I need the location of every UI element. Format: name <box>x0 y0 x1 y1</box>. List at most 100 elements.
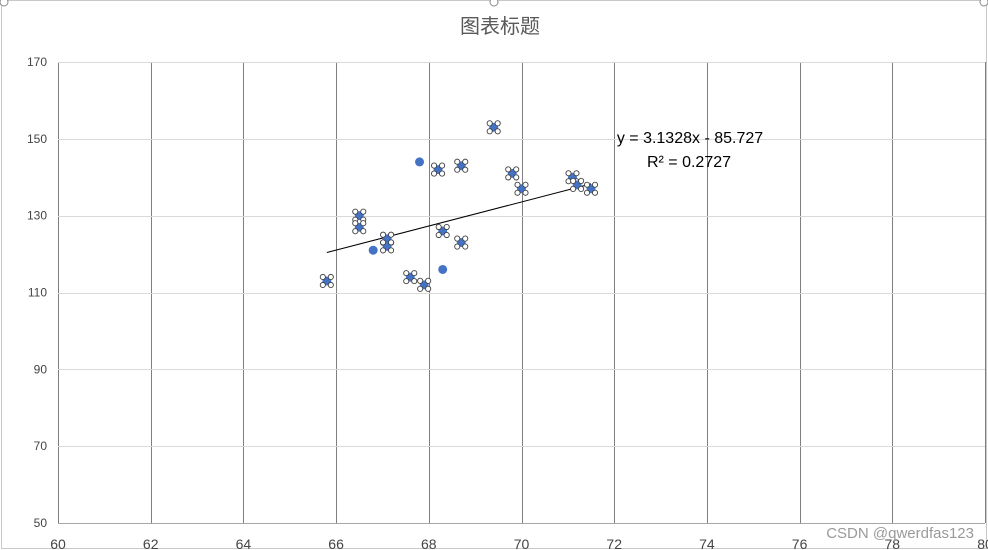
selection-handle[interactable] <box>425 277 432 284</box>
selection-handle[interactable] <box>565 170 572 177</box>
x-tick-label: 62 <box>143 536 159 550</box>
selection-handle[interactable] <box>360 208 367 215</box>
selection-handle[interactable] <box>573 170 580 177</box>
data-point[interactable] <box>438 264 448 274</box>
x-tick-label: 80 <box>977 536 988 550</box>
selection-handle[interactable] <box>570 185 577 192</box>
selection-handle[interactable] <box>431 162 438 169</box>
resize-handle-top-center[interactable] <box>489 0 499 7</box>
selection-handle[interactable] <box>578 177 585 184</box>
selection-handle[interactable] <box>380 231 387 238</box>
selection-handle[interactable] <box>454 235 461 242</box>
selection-handle[interactable] <box>403 270 410 277</box>
data-point[interactable] <box>583 181 599 196</box>
chart-title[interactable]: 图表标题 <box>460 14 540 38</box>
trendline-line[interactable] <box>326 183 592 253</box>
data-point[interactable] <box>380 239 395 254</box>
y-tick-label: 130 <box>27 209 47 223</box>
resize-handle-top-left[interactable] <box>0 0 9 7</box>
selection-handle[interactable] <box>327 273 334 281</box>
selection-handle[interactable] <box>435 223 442 231</box>
selection-handle[interactable] <box>360 220 367 227</box>
y-tick-label: 50 <box>34 516 48 530</box>
data-point-marker[interactable] <box>415 157 425 167</box>
data-point[interactable] <box>431 162 446 177</box>
data-point[interactable] <box>570 177 585 192</box>
selection-handle[interactable] <box>417 277 424 284</box>
selection-handle[interactable] <box>443 231 450 239</box>
selection-handle[interactable] <box>435 231 442 239</box>
selection-handle[interactable] <box>462 166 469 173</box>
selection-handle[interactable] <box>583 181 591 188</box>
data-point[interactable] <box>319 273 334 289</box>
selection-handle[interactable] <box>505 174 512 181</box>
data-point[interactable] <box>505 166 520 181</box>
data-point[interactable] <box>403 270 418 285</box>
selection-handle[interactable] <box>522 189 529 196</box>
selection-handle[interactable] <box>403 278 410 285</box>
selection-handle[interactable] <box>578 185 585 192</box>
selection-handle[interactable] <box>454 158 461 165</box>
selection-handle[interactable] <box>388 231 395 238</box>
selection-handle[interactable] <box>388 247 395 254</box>
selection-handle[interactable] <box>462 243 469 250</box>
selection-handle[interactable] <box>486 128 493 135</box>
data-points[interactable] <box>319 120 599 292</box>
selection-handle[interactable] <box>570 177 577 184</box>
selection-handle[interactable] <box>431 170 438 177</box>
selection-handle[interactable] <box>360 228 367 235</box>
selection-handle[interactable] <box>352 208 359 215</box>
selection-handle[interactable] <box>417 285 424 292</box>
selection-handle[interactable] <box>327 281 334 289</box>
data-point[interactable] <box>486 120 501 135</box>
selection-handle[interactable] <box>462 235 469 242</box>
x-tick-label: 72 <box>606 536 622 550</box>
selection-handle[interactable] <box>591 181 599 188</box>
data-point-marker[interactable] <box>368 245 378 255</box>
selection-handle[interactable] <box>352 228 359 235</box>
trendline-r-squared[interactable]: R² = 0.2727 <box>647 154 731 171</box>
selection-handle[interactable] <box>443 223 450 231</box>
selection-handle[interactable] <box>494 128 501 135</box>
data-point-marker[interactable] <box>438 264 448 274</box>
data-point[interactable] <box>352 220 367 235</box>
x-tick-label: 76 <box>792 536 808 550</box>
data-point[interactable] <box>514 181 529 196</box>
selection-handle[interactable] <box>454 243 461 250</box>
resize-handle-top-right[interactable] <box>979 0 988 7</box>
data-point[interactable] <box>454 158 469 173</box>
selection-handle[interactable] <box>439 170 446 177</box>
selection-handle[interactable] <box>454 166 461 173</box>
selection-handle[interactable] <box>514 181 521 188</box>
selection-handle[interactable] <box>352 220 359 227</box>
data-point[interactable] <box>415 157 425 167</box>
selection-handle[interactable] <box>583 189 591 196</box>
selection-handle[interactable] <box>319 281 326 289</box>
data-point[interactable] <box>417 277 432 292</box>
gridlines <box>58 62 986 524</box>
selection-handle[interactable] <box>494 120 501 127</box>
selection-handle[interactable] <box>388 239 395 246</box>
selection-handle[interactable] <box>462 158 469 165</box>
data-point[interactable] <box>435 223 450 239</box>
selection-handle[interactable] <box>319 273 326 281</box>
trendline-equation[interactable]: y = 3.1328x - 85.727 <box>617 130 763 147</box>
selection-handle[interactable] <box>380 239 387 246</box>
data-point[interactable] <box>454 235 469 250</box>
selection-handle[interactable] <box>439 162 446 169</box>
selection-handle[interactable] <box>425 285 432 292</box>
selection-handle[interactable] <box>411 270 418 277</box>
selection-handle[interactable] <box>513 166 520 173</box>
y-tick-label: 110 <box>28 286 47 300</box>
selection-handle[interactable] <box>513 174 520 181</box>
data-point[interactable] <box>368 245 378 255</box>
selection-handle[interactable] <box>505 166 512 173</box>
selection-handle[interactable] <box>514 189 521 196</box>
selection-handle[interactable] <box>486 120 493 127</box>
selection-handle[interactable] <box>591 189 599 196</box>
selection-handle[interactable] <box>411 278 418 285</box>
selection-handle[interactable] <box>522 181 529 188</box>
selection-handle[interactable] <box>380 247 387 254</box>
trendline[interactable] <box>326 183 592 253</box>
